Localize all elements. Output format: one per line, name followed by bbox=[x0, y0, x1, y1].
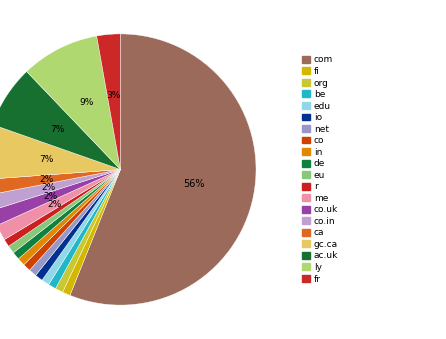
Wedge shape bbox=[27, 36, 120, 170]
Wedge shape bbox=[24, 170, 120, 270]
Text: 2%: 2% bbox=[39, 175, 54, 184]
Wedge shape bbox=[0, 124, 120, 179]
Wedge shape bbox=[55, 170, 120, 292]
Wedge shape bbox=[18, 170, 120, 265]
Wedge shape bbox=[0, 170, 120, 225]
Wedge shape bbox=[4, 170, 120, 246]
Wedge shape bbox=[42, 170, 120, 284]
Wedge shape bbox=[0, 170, 120, 211]
Text: 7%: 7% bbox=[50, 125, 65, 134]
Legend: com, fi, org, be, edu, io, net, co, in, de, eu, r, me, co.uk, co.in, ca, gc.ca, : com, fi, org, be, edu, io, net, co, in, … bbox=[301, 55, 339, 284]
Wedge shape bbox=[36, 170, 120, 280]
Text: 2%: 2% bbox=[44, 192, 58, 201]
Text: 2%: 2% bbox=[47, 200, 62, 209]
Text: 2%: 2% bbox=[41, 183, 55, 193]
Wedge shape bbox=[29, 170, 120, 275]
Wedge shape bbox=[0, 170, 120, 240]
Text: 3%: 3% bbox=[107, 91, 121, 100]
Wedge shape bbox=[62, 170, 120, 295]
Wedge shape bbox=[97, 34, 120, 170]
Wedge shape bbox=[0, 170, 120, 195]
Wedge shape bbox=[8, 170, 120, 253]
Text: 7%: 7% bbox=[39, 155, 54, 164]
Wedge shape bbox=[49, 170, 120, 288]
Wedge shape bbox=[70, 34, 256, 305]
Wedge shape bbox=[13, 170, 120, 259]
Wedge shape bbox=[0, 72, 120, 170]
Text: 56%: 56% bbox=[183, 179, 204, 188]
Text: 9%: 9% bbox=[79, 99, 94, 107]
